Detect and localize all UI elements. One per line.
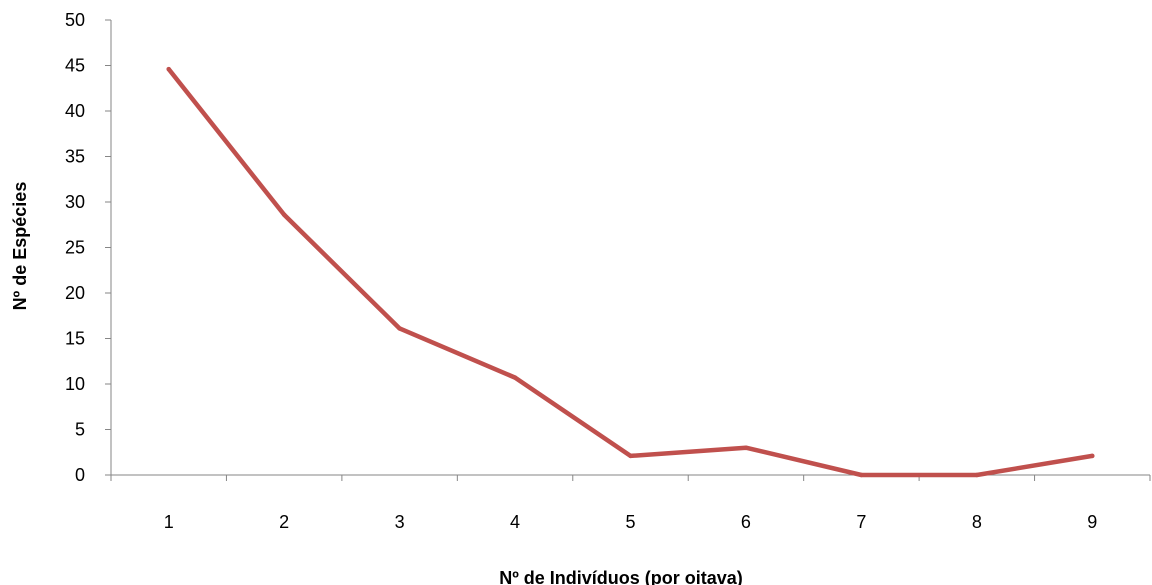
x-tick-label: 8 xyxy=(972,512,982,532)
y-tick-label: 45 xyxy=(65,56,85,76)
y-tick-label: 15 xyxy=(65,329,85,349)
x-axis: 1 2 3 4 5 6 7 8 9 xyxy=(110,474,1151,532)
x-tick-label: 2 xyxy=(279,512,289,532)
data-point xyxy=(859,472,864,478)
y-tick-label: 30 xyxy=(65,192,85,212)
x-tick-label: 1 xyxy=(164,512,174,532)
x-axis-title: Nº de Indivíduos (por oitava) xyxy=(499,568,743,585)
x-tick-label: 7 xyxy=(856,512,866,532)
x-tick-label: 9 xyxy=(1087,512,1097,532)
y-tick-label: 40 xyxy=(65,101,85,121)
y-tick-label: 35 xyxy=(65,147,85,167)
y-tick-label: 5 xyxy=(75,420,85,440)
data-point xyxy=(974,472,980,478)
y-axis-title: Nº de Espécies xyxy=(10,182,30,311)
series-line xyxy=(166,66,1095,478)
data-point xyxy=(743,445,749,450)
series-layer xyxy=(166,66,1095,478)
x-tick-label: 3 xyxy=(395,512,405,532)
y-tick-label: 0 xyxy=(75,465,85,485)
data-point xyxy=(397,326,402,331)
x-tick-label: 6 xyxy=(741,512,751,532)
y-tick-label: 20 xyxy=(65,283,85,303)
data-point xyxy=(1090,453,1095,459)
y-tick-label: 10 xyxy=(65,374,85,394)
data-point xyxy=(628,453,633,459)
y-tick-label: 25 xyxy=(65,238,85,258)
y-tick-label: 50 xyxy=(65,10,85,30)
data-point xyxy=(166,66,171,72)
x-tick-label: 4 xyxy=(510,512,520,532)
data-point xyxy=(512,375,518,380)
y-axis: 0 5 10 15 20 25 30 35 40 45 50 xyxy=(65,10,112,485)
data-point xyxy=(281,212,287,217)
x-tick-label: 5 xyxy=(625,512,635,532)
